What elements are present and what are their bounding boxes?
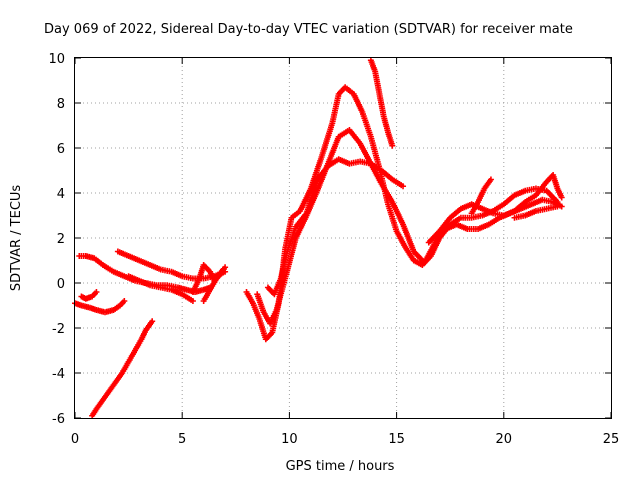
chart-title: Day 069 of 2022, Sidereal Day-to-day VTE…: [44, 22, 573, 37]
axis-ticks: [74, 57, 612, 419]
x-tick-label: 10: [281, 432, 298, 447]
y-axis-label: SDTVAR / TECUs: [9, 185, 24, 292]
y-tick-label: 10: [48, 52, 65, 67]
x-tick-label: 0: [71, 432, 79, 447]
data-points: [72, 57, 565, 419]
series-track: [201, 268, 225, 303]
series-track: [469, 178, 493, 215]
y-tick-label: 4: [57, 187, 65, 202]
y-tick-label: 2: [57, 232, 65, 247]
x-tick-label: 25: [603, 432, 620, 447]
y-tick-label: -6: [52, 412, 65, 427]
y-tick-label: 8: [57, 97, 65, 112]
x-tick-label: 20: [496, 432, 513, 447]
x-tick-label: 15: [388, 432, 405, 447]
series-track: [513, 203, 559, 221]
y-tick-label: -2: [52, 322, 65, 337]
series-track: [266, 157, 405, 296]
series-track: [73, 299, 126, 315]
x-tick-labels: 0 5 10 15 20 25: [71, 432, 619, 447]
series-track: [90, 319, 155, 418]
y-tick-label: 0: [57, 277, 65, 292]
y-tick-label: -4: [52, 367, 65, 382]
series-track: [255, 128, 563, 325]
plot-frame: [74, 57, 612, 419]
series-track: [127, 274, 195, 303]
y-tick-label: 6: [57, 142, 65, 157]
x-tick-label: 5: [178, 432, 186, 447]
y-tick-labels: -6 -4 -2 0 2 4 6 8 10: [48, 52, 65, 427]
x-axis-label: GPS time / hours: [286, 459, 395, 474]
series-track: [368, 59, 395, 147]
series-track: [79, 290, 98, 302]
grid-lines: [75, 58, 611, 418]
series-track: [78, 253, 212, 295]
